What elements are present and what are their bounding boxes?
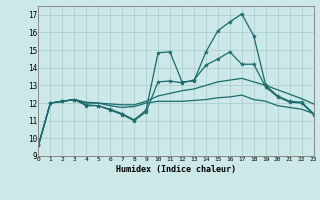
- X-axis label: Humidex (Indice chaleur): Humidex (Indice chaleur): [116, 165, 236, 174]
